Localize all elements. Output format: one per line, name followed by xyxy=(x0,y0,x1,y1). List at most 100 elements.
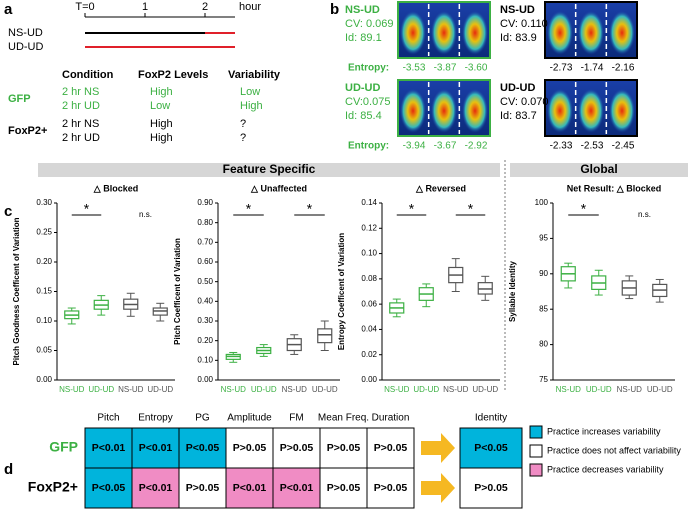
entropy-value: -2.16 xyxy=(612,63,635,74)
result-text: P<0.01 xyxy=(280,482,314,494)
table-cell: High xyxy=(150,132,173,144)
x-tick-label: NS-UD xyxy=(221,385,247,394)
y-tick-label: 0.14 xyxy=(361,198,377,207)
result-text: P<0.01 xyxy=(233,482,267,494)
y-tick-label: 0.90 xyxy=(197,198,213,207)
table-cell: 2 hr NS xyxy=(62,86,99,98)
spectrogram-blob xyxy=(547,10,573,55)
result-text: P<0.05 xyxy=(186,442,220,454)
table-cell: ? xyxy=(240,132,246,144)
spectrogram-id: Id: 85.4 xyxy=(345,110,382,122)
result-cell xyxy=(459,467,523,509)
table-cell: Low xyxy=(150,100,170,112)
result-cell xyxy=(459,427,523,469)
entropy-value: -2.53 xyxy=(581,141,604,152)
entropy-value: -2.45 xyxy=(612,141,635,152)
spectrogram-cv: CV: 0.070 xyxy=(500,96,549,108)
x-tick-label: UD-UD xyxy=(472,385,498,394)
significance-label: * xyxy=(246,201,252,217)
entropy-value: -3.94 xyxy=(403,141,426,152)
result-text: P>0.05 xyxy=(374,482,408,494)
y-tick-label: 0.12 xyxy=(361,223,377,232)
spectrogram-cv: CV:0.075 xyxy=(345,96,390,108)
spectrogram-cv: CV: 0.069 xyxy=(345,18,394,30)
y-tick-label: 100 xyxy=(535,198,549,207)
y-tick-label: 75 xyxy=(539,375,548,384)
axis-unit: hour xyxy=(239,1,261,13)
x-tick-label: NS-UD xyxy=(118,385,144,394)
arrow xyxy=(421,473,455,503)
legend-label: Practice decreases variability xyxy=(547,464,664,474)
result-cell xyxy=(84,427,133,469)
result-cell xyxy=(225,467,274,509)
x-tick-label: UD-UD xyxy=(413,385,439,394)
y-tick-label: 0.06 xyxy=(361,299,377,308)
arrow xyxy=(421,433,455,463)
table-cell: High xyxy=(150,118,173,130)
y-tick-label: 0.60 xyxy=(197,257,213,266)
panel-label: c xyxy=(4,203,12,220)
tick-label: 2 xyxy=(202,1,208,13)
entropy-label: Entropy: xyxy=(348,141,389,152)
section-title: Feature Specific xyxy=(223,162,316,176)
y-tick-label: 0.15 xyxy=(36,287,52,296)
y-tick-label: 0.10 xyxy=(36,316,52,325)
result-cell xyxy=(131,427,180,469)
x-tick-label: NS-UD xyxy=(282,385,308,394)
spectrogram-title: NS-UD xyxy=(345,4,380,16)
spectrogram-blob xyxy=(462,10,488,55)
y-tick-label: 0.05 xyxy=(36,346,52,355)
result-cell xyxy=(225,427,274,469)
y-tick-label: 0.80 xyxy=(197,218,213,227)
legend-label: Practice does not affect variability xyxy=(547,445,681,455)
column-header: FM xyxy=(289,413,303,424)
spectrogram-blob xyxy=(578,10,604,55)
result-cell xyxy=(272,427,321,469)
spectrogram-cv: CV: 0.110 xyxy=(500,18,548,30)
result-text: P>0.05 xyxy=(186,482,220,494)
y-axis-label: Syllable Identity xyxy=(508,260,517,321)
y-tick-label: 0.25 xyxy=(36,228,52,237)
panel-label: b xyxy=(330,1,339,18)
chart-subtitle: △ Reversed xyxy=(415,183,466,193)
significance-label: * xyxy=(581,201,587,217)
row-label: GFP xyxy=(49,439,78,455)
column-header: PG xyxy=(195,413,210,424)
spectrogram-blob xyxy=(609,10,635,55)
chart-subtitle: △ Blocked xyxy=(93,183,138,193)
x-tick-label: NS-UD xyxy=(443,385,469,394)
result-text: P>0.05 xyxy=(327,482,361,494)
result-cell xyxy=(366,467,415,509)
y-tick-label: 0.02 xyxy=(361,350,377,359)
table-header: Variability xyxy=(228,69,281,81)
entropy-value: -1.74 xyxy=(581,63,604,74)
spectrogram-blob xyxy=(400,10,426,55)
x-tick-label: NS-UD xyxy=(59,385,85,394)
x-tick-label: UD-UD xyxy=(647,385,673,394)
result-text: P>0.05 xyxy=(474,482,508,494)
legend-swatch xyxy=(529,463,543,477)
column-header: Mean Freq. xyxy=(318,413,369,424)
row-label: NS-UD xyxy=(8,27,43,39)
table-cell: 2 hr NS xyxy=(62,118,99,130)
legend-label: Practice increases variability xyxy=(547,426,661,436)
section-bar xyxy=(38,163,500,177)
table-cell: ? xyxy=(240,118,246,130)
panel-label: a xyxy=(4,1,13,18)
row-label: FoxP2+ xyxy=(28,479,78,495)
legend-swatch xyxy=(529,425,543,439)
spectrogram-id: Id: 89.1 xyxy=(345,32,382,44)
y-axis-label: Pitch Coefficent of Variation xyxy=(173,238,182,345)
result-text: P<0.01 xyxy=(92,442,126,454)
x-tick-label: UD-UD xyxy=(147,385,173,394)
y-tick-label: 0.10 xyxy=(197,355,213,364)
chart-subtitle: △ Unaffected xyxy=(250,183,307,193)
group-label: FoxP2+ xyxy=(8,125,47,137)
table-cell: 2 hr UD xyxy=(62,132,100,144)
y-tick-label: 0.50 xyxy=(197,277,213,286)
group-label: GFP xyxy=(8,93,31,105)
result-text: P<0.01 xyxy=(139,482,173,494)
table-cell: 2 hr UD xyxy=(62,100,100,112)
result-cell xyxy=(131,467,180,509)
